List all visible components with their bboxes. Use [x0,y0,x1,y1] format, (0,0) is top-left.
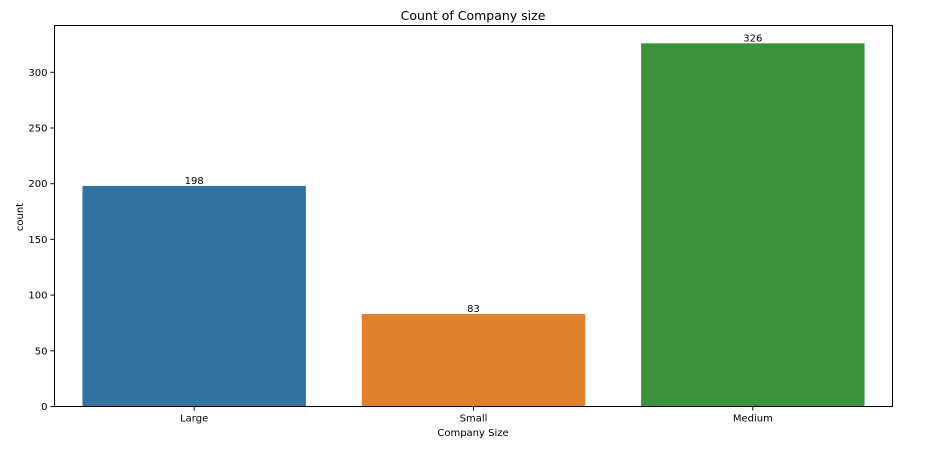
plot-frame [54,25,893,407]
bar-large [82,185,306,407]
y-tick-label: 50 [35,346,48,357]
data-labels-layer: 198 83 326 [185,33,763,315]
y-axis-label: count [15,203,26,231]
bars-layer [82,43,865,407]
data-label: 83 [467,304,480,315]
bar-medium [641,43,865,407]
x-tick-label: Medium [733,414,773,425]
y-tick-label: 300 [28,68,47,79]
chart-title: Count of Company size [401,8,546,23]
x-axis-label: Company Size [437,428,508,439]
y-tick-label: 100 [28,291,47,302]
y-tick-label: 250 [28,123,47,134]
y-tick-label: 150 [28,235,47,246]
y-axis: 0 50 100 150 200 250 300 [28,68,55,413]
data-label: 326 [743,33,762,44]
data-label: 198 [185,176,204,187]
bar-small [361,314,586,407]
y-tick-label: 200 [28,179,47,190]
y-tick-label: 0 [41,402,47,413]
x-axis: Large Small Medium [180,406,773,425]
x-tick-label: Small [460,414,488,425]
x-tick-label: Large [180,414,208,425]
